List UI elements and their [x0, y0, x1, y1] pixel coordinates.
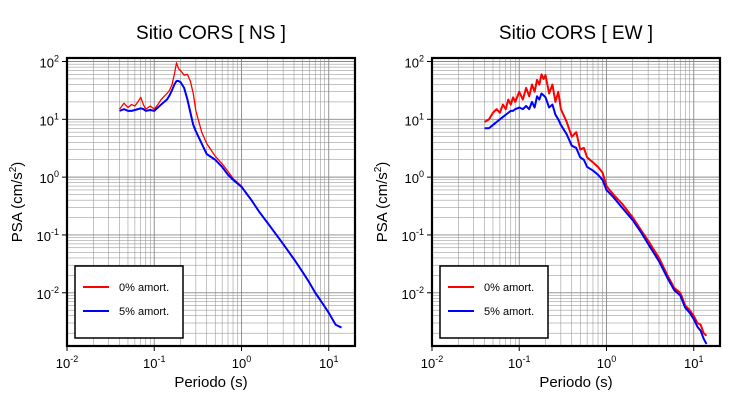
legend-label: 0% amort.: [484, 282, 534, 294]
y-tick-label-exponent: -2: [416, 285, 424, 295]
y-tick-label: 10-2: [402, 285, 424, 302]
y-axis-label: PSA (cm/s2): [373, 162, 391, 243]
x-tick-label-exponent: -1: [522, 354, 530, 364]
y-axis-label: PSA (cm/s2): [8, 162, 26, 243]
x-tick-label: 100: [232, 354, 251, 371]
x-tick-label: 100: [597, 354, 616, 371]
y-tick-label: 102: [405, 54, 424, 71]
x-tick-label: 10-1: [508, 354, 530, 371]
y-tick-label-base: 10: [405, 56, 419, 71]
legend: 0% amort. 5% amort.: [439, 265, 549, 339]
x-tick-label-base: 10: [508, 356, 522, 371]
y-tick-label-base: 10: [37, 229, 51, 244]
y-tick-label-exponent: -1: [51, 227, 59, 237]
y-tick-label-exponent: 1: [54, 111, 59, 121]
x-axis-label: Periodo (s): [539, 374, 612, 391]
y-tick-label: 100: [405, 169, 424, 186]
legend-label: 5% amort.: [484, 306, 534, 318]
x-tick-label-exponent: 0: [611, 354, 616, 364]
y-tick-label-base: 10: [37, 287, 51, 302]
legend: 0% amort. 5% amort.: [74, 265, 184, 339]
chart-title: Sitio CORS [ EW ]: [499, 23, 653, 44]
y-axis-label-superscript: 2: [8, 166, 19, 172]
x-tick-label: 10-2: [56, 354, 78, 371]
x-tick-label: 10-2: [421, 354, 443, 371]
plot-frame: [430, 56, 722, 348]
x-axis-label: Periodo (s): [174, 374, 247, 391]
axis-ticks: [62, 61, 330, 351]
chart-title: Sitio CORS [ NS ]: [136, 23, 286, 44]
y-tick-label: 100: [40, 169, 59, 186]
legend-label: 5% amort.: [119, 306, 169, 318]
axis-ticks: [427, 61, 695, 351]
y-tick-label: 10-2: [37, 285, 59, 302]
y-axis-label-main: PSA (cm/s: [374, 172, 391, 242]
x-tick-label-base: 10: [56, 356, 70, 371]
x-tick-label-exponent: 0: [246, 354, 251, 364]
y-tick-label: 10-1: [402, 227, 424, 244]
y-tick-label: 10-1: [37, 227, 59, 244]
series-line-damped: [119, 80, 342, 329]
grid: [431, 58, 721, 346]
y-tick-label-base: 10: [40, 113, 54, 128]
y-tick-label-exponent: 2: [54, 54, 59, 64]
y-tick-label-exponent: -2: [51, 285, 59, 295]
y-tick-label-exponent: 1: [419, 111, 424, 121]
y-tick-label-exponent: 0: [419, 169, 424, 179]
y-tick-label-exponent: -1: [416, 227, 424, 237]
x-tick-label-exponent: -2: [435, 354, 443, 364]
x-tick-label-exponent: 1: [698, 354, 703, 364]
x-tick-label-exponent: 1: [333, 354, 338, 364]
y-tick-label-base: 10: [405, 113, 419, 128]
legend-box: [74, 265, 184, 339]
x-tick-label-exponent: -1: [157, 354, 165, 364]
plot-frame: [65, 56, 357, 348]
y-tick-label-base: 10: [405, 171, 419, 186]
x-tick-label: 101: [319, 354, 338, 371]
x-tick-label-exponent: -2: [70, 354, 78, 364]
y-axis-label-close: ): [9, 162, 26, 167]
y-tick-label-base: 10: [402, 287, 416, 302]
x-tick-label: 101: [684, 354, 703, 371]
series-line-damped: [484, 92, 708, 345]
y-axis-label-close: ): [374, 162, 391, 167]
y-tick-label-base: 10: [402, 229, 416, 244]
x-tick-label-base: 10: [421, 356, 435, 371]
y-tick-label-exponent: 2: [419, 54, 424, 64]
series-line-undamped: [484, 73, 708, 337]
legend-label: 0% amort.: [119, 282, 169, 294]
x-tick-label-base: 10: [143, 356, 157, 371]
y-tick-label-base: 10: [40, 171, 54, 186]
y-tick-label: 102: [40, 54, 59, 71]
x-tick-label-base: 10: [597, 356, 611, 371]
y-axis-label-superscript: 2: [373, 166, 384, 172]
x-tick-label-base: 10: [319, 356, 333, 371]
y-tick-label-exponent: 0: [54, 169, 59, 179]
y-axis-label-main: PSA (cm/s: [9, 172, 26, 242]
y-tick-label-base: 10: [40, 56, 54, 71]
legend-box: [439, 265, 549, 339]
y-tick-label: 101: [405, 111, 424, 128]
y-tick-label: 101: [40, 111, 59, 128]
x-tick-label: 10-1: [143, 354, 165, 371]
x-tick-label-base: 10: [232, 356, 246, 371]
x-tick-label-base: 10: [684, 356, 698, 371]
